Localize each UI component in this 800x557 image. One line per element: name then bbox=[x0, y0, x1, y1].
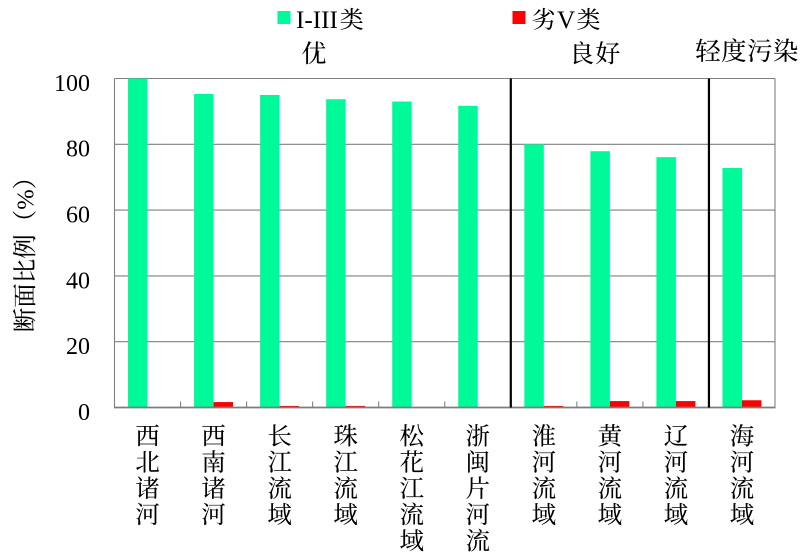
svg-text:100: 100 bbox=[54, 71, 90, 97]
svg-text:I-III: I-III bbox=[296, 7, 338, 34]
svg-text:V: V bbox=[557, 7, 575, 34]
svg-text:80: 80 bbox=[66, 137, 90, 163]
svg-text:20: 20 bbox=[66, 334, 90, 360]
svg-text:0: 0 bbox=[78, 400, 90, 426]
svg-text:40: 40 bbox=[66, 268, 90, 294]
svg-text:%: % bbox=[13, 189, 40, 209]
svg-text:60: 60 bbox=[66, 203, 90, 229]
